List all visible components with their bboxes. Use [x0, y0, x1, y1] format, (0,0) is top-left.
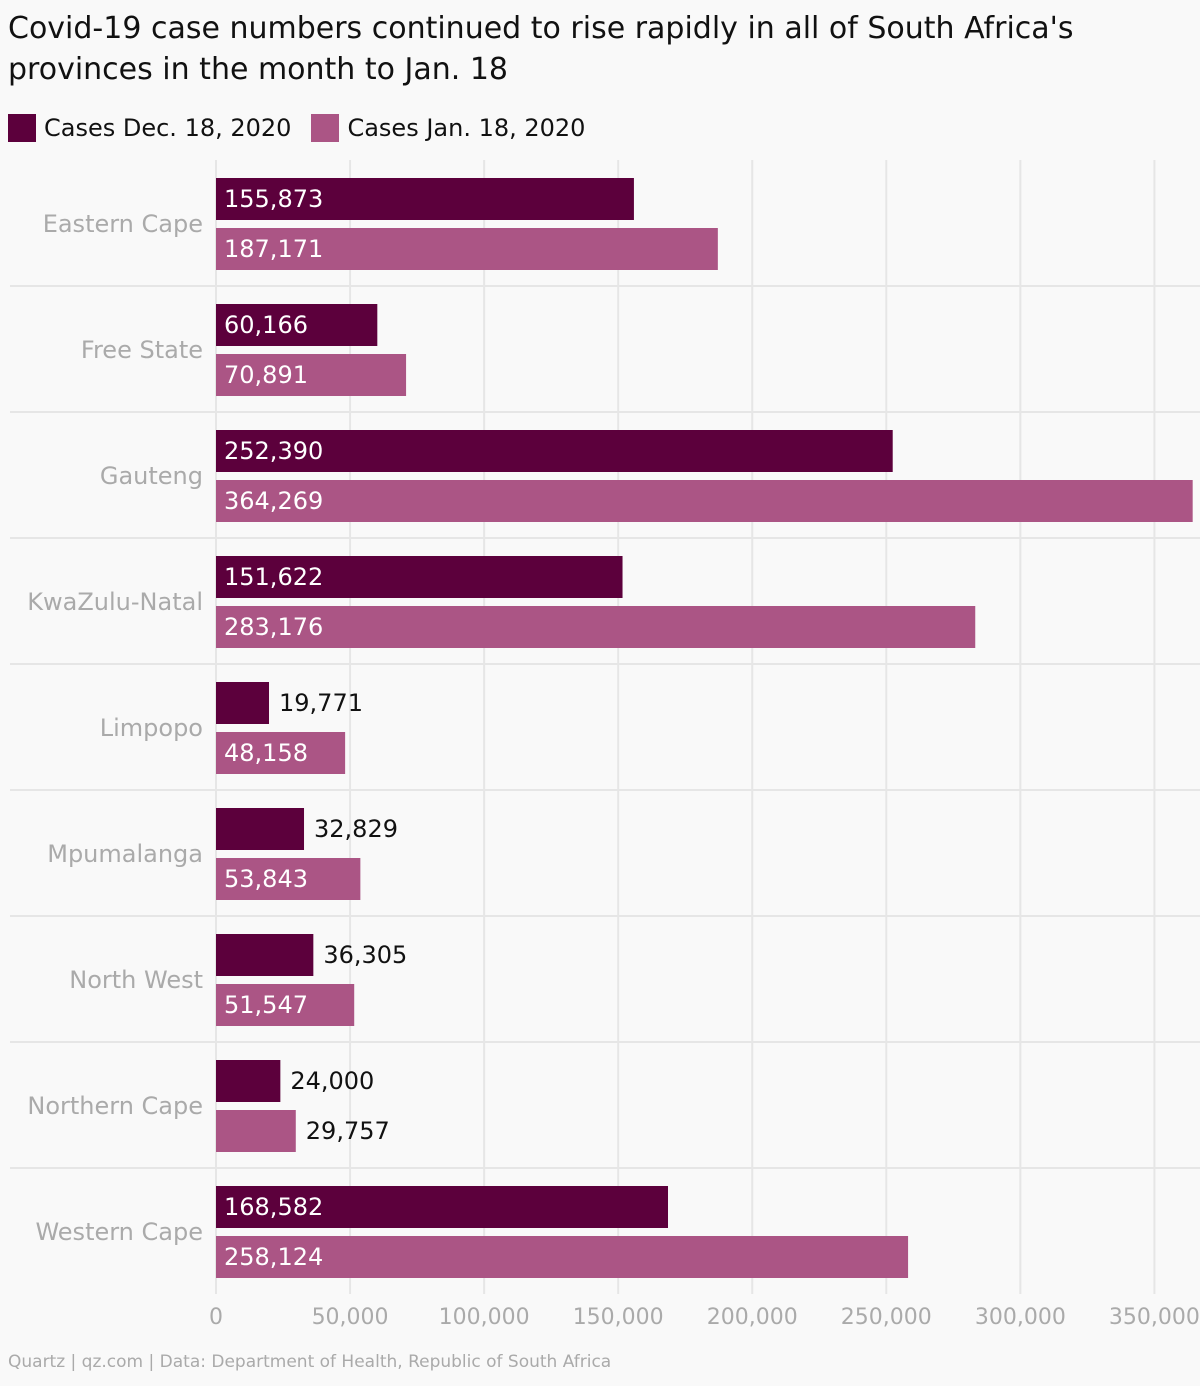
bar	[216, 732, 346, 774]
legend-item: Cases Dec. 18, 2020	[8, 114, 291, 142]
y-tick-label: Mpumalanga	[47, 840, 203, 868]
x-tick-label: 100,000	[439, 1305, 530, 1330]
bar	[216, 1060, 281, 1102]
bar	[216, 304, 378, 346]
value-label: 258,124	[224, 1243, 323, 1271]
x-tick-label: 300,000	[975, 1305, 1066, 1330]
value-label: 60,166	[224, 311, 308, 339]
value-label: 168,582	[224, 1193, 323, 1221]
value-label: 252,390	[224, 437, 323, 465]
bar	[216, 682, 270, 724]
y-tick-label: Gauteng	[100, 462, 203, 490]
bar	[216, 808, 305, 850]
y-tick-label: Northern Cape	[27, 1092, 203, 1120]
x-tick-label: 200,000	[707, 1305, 798, 1330]
bar	[216, 178, 634, 220]
bar	[216, 480, 1193, 522]
value-label: 48,158	[224, 739, 308, 767]
value-label: 283,176	[224, 613, 323, 641]
value-label: 364,269	[224, 487, 323, 515]
value-label: 29,757	[306, 1117, 390, 1145]
bar	[216, 984, 355, 1026]
bar	[216, 430, 893, 472]
y-tick-label: North West	[69, 966, 203, 994]
bar	[216, 934, 314, 976]
bar	[216, 556, 623, 598]
legend-swatch	[311, 114, 340, 142]
legend-label: Cases Jan. 18, 2020	[347, 114, 586, 142]
value-label: 53,843	[224, 865, 308, 893]
value-label: 51,547	[224, 991, 308, 1019]
chart-title: Covid-19 case numbers continued to rise …	[8, 11, 1074, 87]
legend-label: Cases Dec. 18, 2020	[44, 114, 292, 142]
value-label: 24,000	[290, 1067, 374, 1095]
x-tick-label: 50,000	[312, 1305, 389, 1330]
bar	[216, 228, 718, 270]
bar	[216, 858, 361, 900]
bar	[216, 1236, 909, 1278]
bar	[216, 606, 976, 648]
x-tick-label: 250,000	[841, 1305, 932, 1330]
bar	[216, 1110, 296, 1152]
y-tick-label: Western Cape	[35, 1218, 203, 1246]
value-label: 155,873	[224, 185, 323, 213]
value-label: 36,305	[323, 941, 407, 969]
bar	[216, 1186, 669, 1228]
y-tick-label: Limpopo	[100, 714, 203, 742]
value-label: 32,829	[314, 815, 398, 843]
value-label: 151,622	[224, 563, 323, 591]
legend: Cases Dec. 18, 2020 Cases Jan. 18, 2020	[8, 112, 605, 144]
value-label: 70,891	[224, 361, 308, 389]
x-tick-label: 0	[209, 1305, 223, 1330]
value-label: 19,771	[279, 689, 363, 717]
legend-swatch	[8, 114, 36, 142]
value-label: 187,171	[224, 235, 323, 263]
source: Quartz | qz.com | Data: Department of He…	[8, 1352, 612, 1372]
y-tick-label: KwaZulu-Natal	[27, 588, 203, 616]
x-tick-label: 350,000	[1109, 1305, 1200, 1330]
x-tick-label: 150,000	[573, 1305, 664, 1330]
legend-item: Cases Jan. 18, 2020	[311, 114, 585, 142]
y-tick-label: Eastern Cape	[43, 210, 203, 238]
bar	[216, 354, 407, 396]
y-tick-label: Free State	[81, 336, 203, 364]
